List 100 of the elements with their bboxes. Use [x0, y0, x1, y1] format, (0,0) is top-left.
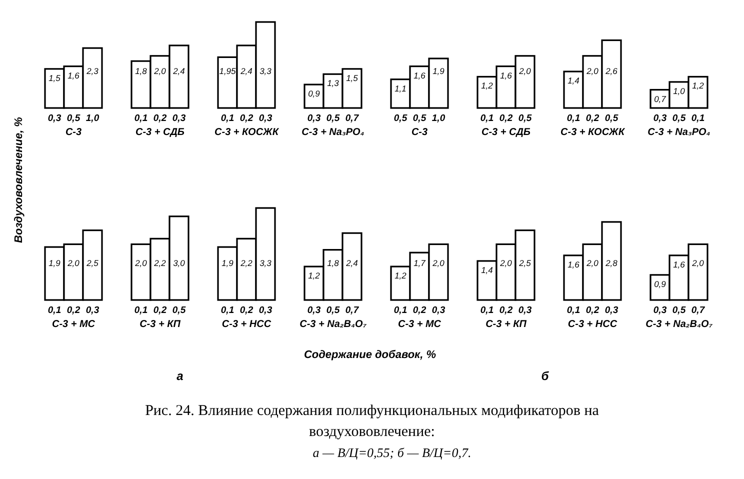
y-axis-title: Воздухововлечение, % — [13, 116, 25, 243]
x-tick-label: 0,2 — [499, 305, 514, 316]
x-tick-label: 0,5 — [172, 305, 186, 316]
x-tick-label: 0,1 — [134, 113, 148, 124]
x-tick-label: 0,2 — [66, 305, 81, 316]
data-label: 2,0 — [586, 258, 599, 268]
data-label: 2,4 — [172, 66, 186, 76]
x-tick-label: 0,2 — [153, 305, 168, 316]
data-label: 1,3 — [327, 78, 340, 88]
data-label: 2,0 — [499, 258, 512, 268]
x-tick-label: 0,7 — [345, 305, 360, 316]
x-tick-label: 0,2 — [586, 113, 600, 124]
x-axis-title: С-3 + КОСЖК — [560, 127, 626, 138]
x-tick-label: 0,3 — [653, 113, 668, 124]
x-tick-label: 0,1 — [566, 305, 580, 316]
x-tick-label: 0,2 — [586, 305, 600, 316]
data-label: 1,2 — [481, 80, 494, 91]
data-label: 1,95 — [219, 66, 236, 76]
data-label: 1,6 — [414, 70, 426, 80]
x-tick-label: 0,3 — [86, 305, 100, 316]
x-axis-title: С-3 + КОСЖК — [214, 127, 280, 138]
data-label: 2,5 — [86, 258, 99, 268]
x-tick-label: 0,3 — [307, 305, 322, 316]
x-axis-title: С-3 + Na₃PO₄ — [648, 127, 710, 138]
x-axis-title: С-3 + СДБ — [481, 127, 531, 138]
x-tick-label: 0,7 — [345, 113, 360, 124]
data-label: 2,0 — [432, 258, 445, 268]
data-label: 2,8 — [604, 258, 618, 268]
data-label: 2,0 — [134, 258, 148, 268]
x-tick-label: 0,5 — [66, 113, 81, 124]
x-axis-title: С-3 — [411, 127, 428, 138]
x-tick-label: 0,3 — [653, 305, 668, 316]
x-axis-title: С-3 + МС — [52, 319, 96, 330]
data-label: 1,6 — [500, 70, 512, 80]
x-tick-label: 0,1 — [220, 305, 234, 316]
data-label: 2,6 — [604, 66, 618, 76]
x-tick-label: 0,5 — [672, 305, 686, 316]
data-label: 1,9 — [222, 258, 234, 268]
data-label: 1,5 — [346, 72, 358, 83]
x-axis-title: С-3 + Na₂B₄O₇ — [300, 319, 367, 330]
data-label: 3,0 — [173, 258, 186, 268]
x-tick-label: 0,5 — [394, 113, 408, 124]
data-label: 1,5 — [48, 72, 61, 83]
x-tick-label: 0,5 — [604, 113, 619, 124]
x-tick-label: 0,1 — [394, 305, 408, 316]
data-label: 3,3 — [260, 258, 272, 268]
x-tick-label: 0,2 — [240, 305, 254, 316]
data-label: 2,0 — [518, 66, 532, 76]
x-tick-label: 0,5 — [518, 113, 532, 124]
data-label: 1,7 — [414, 258, 426, 268]
x-tick-label: 0,3 — [258, 305, 273, 316]
data-label: 2,4 — [345, 258, 358, 268]
x-axis-title: С-3 + НСС — [568, 319, 618, 330]
x-tick-label: 0,3 — [258, 113, 273, 124]
data-label: 1,6 — [673, 259, 686, 270]
data-label: 2,2 — [240, 258, 253, 268]
x-axis-title: С-3 + КП — [140, 319, 182, 330]
x-tick-label: 0,2 — [499, 113, 514, 124]
x-tick-label: 0,5 — [412, 113, 427, 124]
x-tick-label: 0,5 — [326, 113, 340, 124]
x-tick-label: 0,1 — [220, 113, 234, 124]
x-axis-title: С-3 + СДБ — [135, 127, 185, 138]
x-tick-label: 0,1 — [480, 113, 494, 124]
data-label: 2,0 — [586, 66, 599, 76]
text: Рис. 24. Влияние содержания полифункциональных модификаторов на воздухововлечение: — [145, 403, 600, 440]
data-label: 2,3 — [86, 66, 99, 76]
x-tick-label: 0,1 — [691, 113, 705, 124]
x-tick-label: 0,2 — [240, 113, 254, 124]
data-label: 0,9 — [308, 88, 320, 99]
data-label: 1,1 — [394, 83, 407, 94]
text: а — [176, 369, 184, 383]
x-tick-label: 0,3 — [48, 113, 62, 124]
x-tick-label: 0,1 — [48, 305, 62, 316]
data-label: 2,4 — [240, 66, 253, 76]
x-tick-label: 0,3 — [172, 113, 186, 124]
data-label: 1,2 — [394, 270, 407, 281]
data-label: 1,2 — [692, 80, 704, 91]
x-tick-label: 1,0 — [432, 113, 446, 124]
data-label: 2,2 — [153, 258, 166, 268]
data-label: 2,0 — [66, 258, 80, 268]
text: а — В/Ц=0,55; б — В/Ц=0,7. — [312, 445, 472, 460]
x-tick-label: 0,2 — [153, 113, 168, 124]
data-label: 1,9 — [432, 66, 445, 76]
x-tick-label: 0,5 — [672, 113, 686, 124]
x-tick-label: 0,7 — [691, 305, 706, 316]
data-label: 1,4 — [568, 76, 580, 86]
data-label: 2,0 — [153, 66, 166, 76]
data-label: 1,9 — [48, 258, 61, 268]
x-tick-label: 0,2 — [412, 305, 427, 316]
x-axis-title: С-3 + Na₂B₄O₇ — [646, 319, 713, 330]
text: Содержание добавок, % — [304, 349, 436, 361]
text: б — [541, 369, 550, 383]
x-tick-label: 0,1 — [134, 305, 148, 316]
data-label: 1,8 — [135, 66, 148, 76]
data-label: 1,4 — [481, 264, 494, 275]
x-axis-title: С-3 + МС — [398, 319, 442, 330]
data-label: 1,0 — [673, 86, 686, 96]
x-axis-title: С-3 + Na₃PO₄ — [302, 127, 364, 138]
data-label: 3,3 — [260, 66, 272, 76]
x-axis-title: С-3 — [65, 127, 82, 138]
